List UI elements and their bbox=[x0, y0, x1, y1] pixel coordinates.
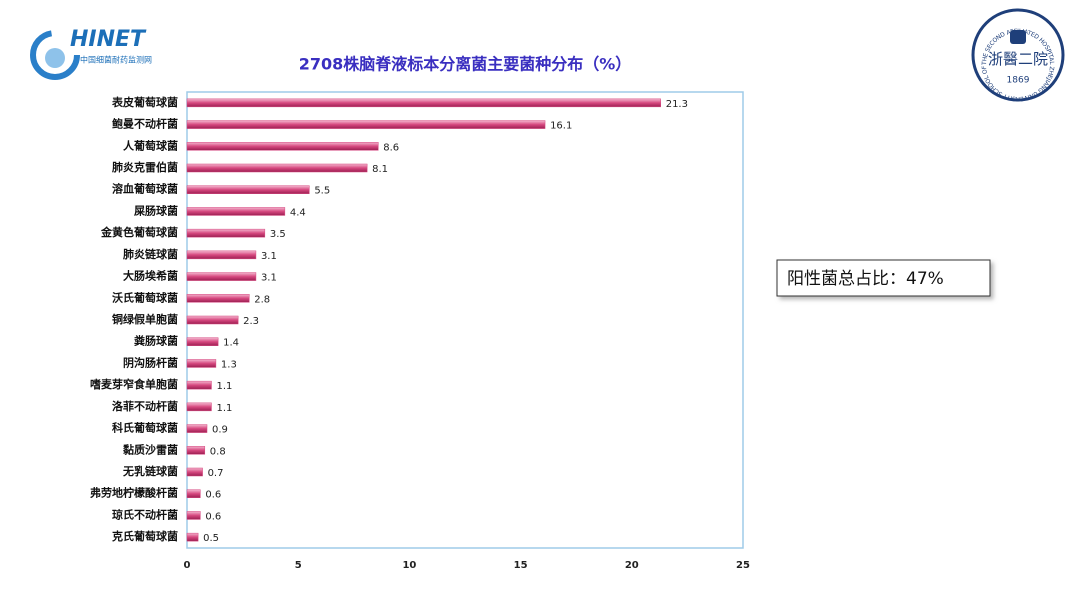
y-tick-label: 克氏葡萄球菌 bbox=[112, 529, 178, 543]
value-label: 8.6 bbox=[383, 142, 399, 153]
logo-ring-text: THE SECOND AFFILIATED HOSPITAL ZHEJIANG … bbox=[0, 0, 1056, 103]
value-label: 0.7 bbox=[208, 468, 224, 479]
value-label: 4.4 bbox=[290, 207, 306, 218]
annotation: 阳性菌总占比：47% bbox=[787, 269, 944, 289]
x-tick-label: 20 bbox=[625, 560, 639, 571]
y-tick-label: 金黄色葡萄球菌 bbox=[100, 225, 178, 239]
bar bbox=[186, 402, 212, 412]
bar bbox=[186, 142, 379, 151]
logo-right: THE SECOND AFFILIATED HOSPITAL ZHEJIANG … bbox=[0, 0, 1065, 103]
logo-ring-path: THE SECOND AFFILIATED HOSPITAL ZHEJIANG … bbox=[0, 0, 1056, 103]
bar bbox=[186, 294, 250, 303]
annotation-box: 阳性菌总占比：47% bbox=[776, 259, 991, 297]
y-tick-label: 屎肠球菌 bbox=[134, 203, 178, 217]
y-tick-label: 琼氏不动杆菌 bbox=[112, 507, 178, 521]
x-tick-label: 25 bbox=[736, 560, 750, 571]
y-tick-label: 大肠埃希菌 bbox=[123, 269, 178, 283]
value-label: 5.5 bbox=[314, 186, 330, 197]
value-label: 1.4 bbox=[223, 338, 239, 349]
value-label: 2.8 bbox=[254, 294, 270, 305]
value-label: 1.3 bbox=[221, 359, 237, 370]
value-label: 0.5 bbox=[203, 533, 219, 544]
value-label: 2.3 bbox=[243, 316, 259, 327]
y-tick-label: 人葡萄球菌 bbox=[123, 138, 178, 152]
y-tick-label: 鲍曼不动杆菌 bbox=[112, 117, 178, 131]
bar bbox=[186, 98, 661, 108]
x-tick-label: 10 bbox=[402, 560, 416, 571]
y-tick-label: 黏质沙雷菌 bbox=[123, 442, 178, 456]
bar bbox=[186, 185, 310, 194]
logo-ring bbox=[30, 30, 80, 80]
x-tick-label: 15 bbox=[514, 560, 528, 571]
bar bbox=[186, 489, 201, 498]
bar bbox=[186, 380, 212, 390]
y-tick-label: 嗜麦芽窄食单胞菌 bbox=[90, 377, 178, 391]
bar bbox=[186, 337, 219, 346]
bar bbox=[186, 511, 201, 520]
bar bbox=[186, 272, 257, 281]
y-tick-label: 肺炎克雷伯菌 bbox=[112, 160, 178, 174]
bar bbox=[186, 163, 368, 173]
y-tick-label: 表皮葡萄球菌 bbox=[111, 95, 178, 109]
chart-title: 2708株脑脊液标本分离菌主要菌种分布（%） bbox=[299, 55, 632, 74]
bar bbox=[186, 446, 206, 455]
y-tick-label: 阴沟肠杆菌 bbox=[123, 355, 178, 369]
value-label: 0.6 bbox=[205, 490, 221, 501]
value-label: 1.1 bbox=[216, 403, 232, 414]
y-tick-label: 沃氏葡萄球菌 bbox=[112, 290, 178, 304]
annotation-frame bbox=[776, 259, 991, 297]
y-tick-label: 溶血葡萄球菌 bbox=[112, 182, 178, 196]
x-tick-label: 5 bbox=[295, 560, 302, 571]
logo-outer bbox=[971, 8, 1065, 102]
value-label: 3.5 bbox=[270, 229, 286, 240]
y-tick-label: 洛菲不动杆菌 bbox=[112, 399, 178, 413]
y-tick-label: 无乳链球菌 bbox=[122, 464, 178, 478]
logo-subtitle: 中国细菌耐药监测网 bbox=[80, 55, 152, 65]
logo-dots bbox=[45, 48, 65, 68]
plot-frame bbox=[186, 91, 744, 549]
bar bbox=[186, 359, 217, 368]
logo-name: 浙醫二院 bbox=[988, 50, 1048, 68]
logo-left: HINET 中国细菌耐药监测网 bbox=[30, 27, 152, 80]
value-label: 21.3 bbox=[666, 99, 688, 110]
value-label: 3.1 bbox=[261, 251, 277, 262]
value-label: 0.8 bbox=[210, 446, 226, 457]
bar bbox=[186, 467, 203, 477]
value-label: 8.1 bbox=[372, 164, 388, 175]
y-tick-label: 肺炎链球菌 bbox=[123, 247, 178, 261]
bar bbox=[186, 228, 266, 238]
value-label: 16.1 bbox=[550, 121, 572, 132]
bar bbox=[186, 424, 208, 433]
y-tick-label: 铜绿假单胞菌 bbox=[111, 312, 178, 326]
value-label: 3.1 bbox=[261, 273, 277, 284]
value-label: 1.1 bbox=[216, 381, 232, 392]
logo-brand: HINET bbox=[70, 27, 147, 52]
bar bbox=[186, 315, 239, 325]
logo-icon bbox=[1010, 30, 1026, 44]
bar bbox=[186, 250, 257, 260]
bar bbox=[186, 207, 286, 216]
value-label: 0.9 bbox=[212, 425, 228, 436]
y-tick-label: 科氏葡萄球菌 bbox=[112, 421, 178, 435]
logo-year: 1869 bbox=[1007, 76, 1030, 86]
bar bbox=[186, 120, 546, 129]
y-tick-label: 弗劳地柠檬酸杆菌 bbox=[90, 486, 178, 500]
y-tick-label: 粪肠球菌 bbox=[134, 334, 178, 348]
value-label: 0.6 bbox=[205, 511, 221, 522]
x-tick-label: 0 bbox=[184, 560, 191, 571]
bar bbox=[186, 532, 199, 542]
